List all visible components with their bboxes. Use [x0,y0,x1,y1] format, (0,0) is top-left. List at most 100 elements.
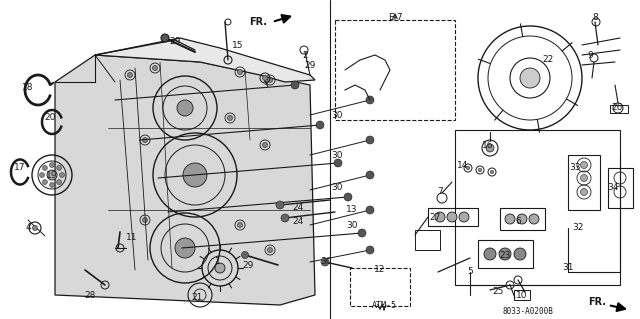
Circle shape [177,100,193,116]
Circle shape [56,166,61,170]
Text: 26: 26 [611,103,623,113]
Text: 2: 2 [302,50,308,60]
Circle shape [262,143,268,147]
Circle shape [152,65,157,70]
Circle shape [60,173,65,177]
Circle shape [520,68,540,88]
Text: 8033-A0200B: 8033-A0200B [502,308,554,316]
Circle shape [514,248,526,260]
Text: 12: 12 [374,265,386,275]
Circle shape [227,115,232,121]
Circle shape [580,161,588,168]
Text: 31: 31 [563,263,573,272]
Text: 29: 29 [304,61,316,70]
Polygon shape [55,55,315,305]
Bar [500,208,545,230]
Circle shape [276,201,284,209]
Text: 29: 29 [170,38,180,47]
Text: 18: 18 [22,84,34,93]
Text: 20: 20 [44,114,56,122]
Text: 30: 30 [320,257,332,266]
Circle shape [517,214,527,224]
Circle shape [529,214,539,224]
Circle shape [478,168,482,172]
Circle shape [215,263,225,273]
Text: 10: 10 [516,291,528,300]
Text: 30: 30 [332,183,343,192]
Text: 8: 8 [592,13,598,23]
Circle shape [466,166,470,170]
Bar [455,130,620,285]
Circle shape [358,229,366,237]
Bar [478,240,533,268]
Circle shape [262,76,268,80]
Circle shape [499,248,511,260]
Text: 3: 3 [262,80,268,90]
Text: 32: 32 [572,224,584,233]
Bar [415,230,440,250]
Circle shape [334,159,342,167]
Text: 22: 22 [542,56,554,64]
Circle shape [366,171,374,179]
Circle shape [175,238,195,258]
Bar [350,268,410,306]
Text: 24: 24 [292,204,303,212]
Circle shape [33,226,38,231]
Circle shape [268,248,273,253]
Text: 4: 4 [25,224,31,233]
Circle shape [42,180,47,185]
Text: 27: 27 [429,213,441,222]
Circle shape [40,173,45,177]
Text: 30: 30 [332,110,343,120]
Circle shape [484,248,496,260]
Circle shape [447,212,457,222]
Circle shape [580,189,588,196]
Text: 13: 13 [346,205,358,214]
Text: 29: 29 [243,261,253,270]
Polygon shape [95,38,315,82]
Bar [608,168,633,208]
Text: E-7: E-7 [388,13,403,23]
Circle shape [237,222,243,227]
Circle shape [291,81,299,89]
Text: 24: 24 [292,218,303,226]
Circle shape [241,251,248,258]
Circle shape [49,162,54,167]
Circle shape [161,34,169,42]
Text: 11: 11 [126,234,138,242]
Circle shape [435,212,445,222]
Text: 19: 19 [46,170,58,180]
Bar [568,155,600,210]
Text: 30: 30 [346,220,358,229]
Text: FR.: FR. [588,297,606,307]
Text: 6: 6 [515,218,521,226]
Text: 1: 1 [215,257,221,266]
Circle shape [366,206,374,214]
Circle shape [143,218,147,222]
Bar [514,290,530,300]
Circle shape [505,214,515,224]
Bar [335,20,455,120]
Text: 17: 17 [14,164,26,173]
Circle shape [281,214,289,222]
Text: 7: 7 [437,188,443,197]
Circle shape [366,246,374,254]
Text: ATM-5: ATM-5 [371,300,397,309]
Circle shape [366,136,374,144]
Circle shape [580,174,588,182]
Bar [428,208,478,226]
Circle shape [237,70,243,75]
Text: 34: 34 [607,183,619,192]
Circle shape [127,72,132,78]
Circle shape [486,144,494,152]
Circle shape [321,258,329,266]
Circle shape [316,121,324,129]
Text: 33: 33 [569,164,580,173]
Circle shape [47,170,57,180]
Text: FR.: FR. [249,17,267,27]
Text: 14: 14 [458,160,468,169]
Text: 30: 30 [332,151,343,160]
Text: 28: 28 [84,291,96,300]
Text: 15: 15 [232,41,244,49]
Circle shape [56,180,61,185]
